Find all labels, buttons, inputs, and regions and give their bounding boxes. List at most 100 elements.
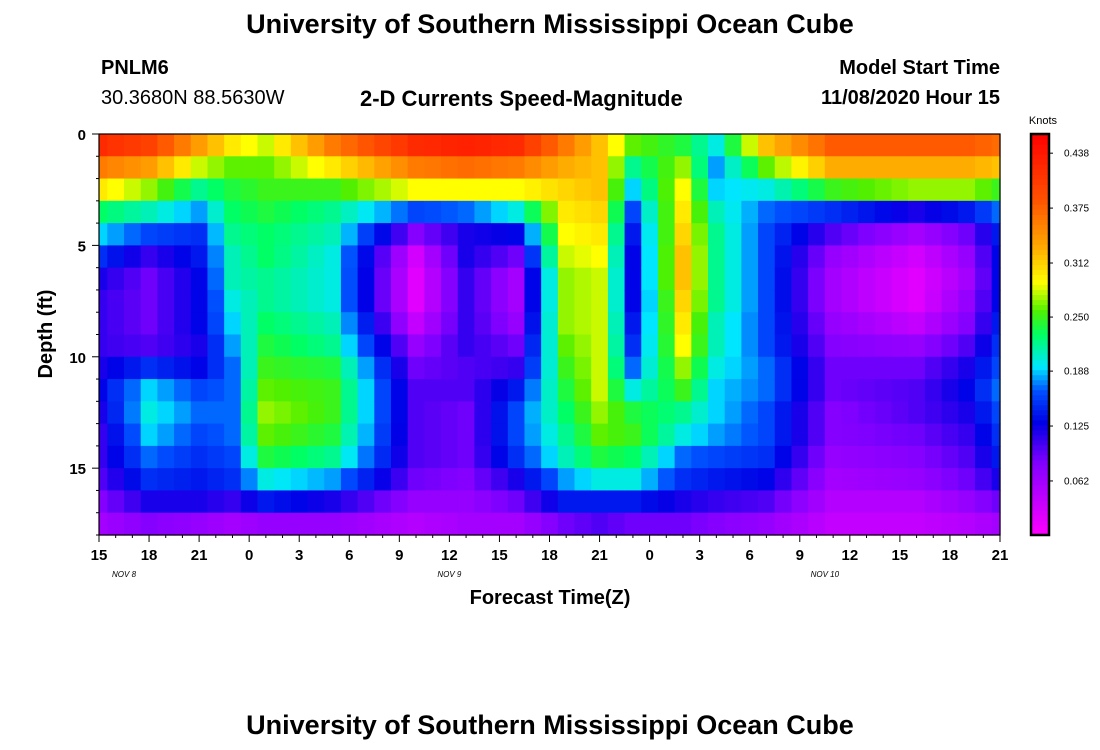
heatmap-cell (257, 267, 275, 291)
heatmap-cell (574, 490, 592, 514)
heatmap-cell (557, 334, 576, 358)
heatmap-cell (374, 468, 392, 492)
colorbar-swatch (1031, 214, 1049, 220)
heatmap-cell (491, 379, 509, 402)
heatmap-cell (624, 267, 642, 291)
heatmap-cell (390, 401, 409, 425)
heatmap-cell (457, 312, 476, 336)
heatmap-cell (841, 512, 859, 536)
heatmap-cell (274, 178, 292, 202)
heatmap-cell (99, 490, 108, 514)
heatmap-cell (274, 312, 292, 336)
heatmap-cell (858, 334, 876, 358)
heatmap-cell (908, 156, 926, 180)
heatmap-cell (157, 490, 175, 514)
heatmap-cell (174, 200, 192, 224)
heatmap-cell (891, 356, 909, 380)
heatmap-cell (941, 401, 959, 425)
heatmap-cell (958, 245, 976, 269)
heatmap-cell (924, 267, 943, 291)
heatmap-cell (507, 334, 526, 358)
heatmap-cell (524, 156, 542, 180)
heatmap-cell (758, 289, 776, 313)
heatmap-cell (974, 267, 993, 291)
heatmap-cell (641, 334, 659, 358)
heatmap-cell (324, 178, 342, 202)
heatmap-cell (841, 178, 859, 202)
heatmap-cell (808, 156, 826, 180)
heatmap-cell (107, 334, 125, 358)
heatmap-cell (441, 289, 459, 313)
heatmap-cell (657, 334, 676, 358)
heatmap-cell (808, 312, 826, 336)
heatmap-cell (307, 401, 325, 425)
heatmap-cell (357, 445, 375, 469)
heatmap-cell (240, 267, 259, 291)
heatmap-cell (591, 134, 609, 157)
heatmap-cell (290, 334, 309, 358)
heatmap-cell (858, 289, 876, 313)
heatmap-cell (591, 468, 609, 492)
heatmap-cell (424, 134, 442, 157)
colorbar-swatch (1031, 134, 1049, 140)
heatmap-cell (274, 468, 292, 492)
x-tick-label: 18 (942, 547, 959, 564)
colorbar-swatch (1031, 464, 1049, 471)
heatmap-cell (224, 200, 242, 224)
heatmap-cell (624, 423, 642, 447)
heatmap-cell (124, 223, 142, 246)
heatmap-cell (507, 423, 526, 447)
heatmap-cell (791, 379, 809, 402)
heatmap-cell (524, 223, 542, 246)
heatmap-cell (557, 156, 576, 180)
heatmap-cell (257, 134, 275, 157)
heatmap-cell (541, 178, 559, 202)
heatmap-cell (340, 379, 359, 402)
heatmap-cell (974, 468, 993, 492)
heatmap-cell (657, 223, 676, 246)
heatmap-cell (307, 334, 325, 358)
heatmap-cell (207, 356, 225, 380)
heatmap-cell (824, 267, 843, 291)
x-tick-label: 3 (295, 547, 303, 564)
heatmap-cell (441, 445, 459, 469)
heatmap-cell (774, 445, 793, 469)
colorbar-swatch (1031, 494, 1049, 501)
colorbar: 0.438 0.375 0.312 0.250 0.188 0.125 0.062 (1029, 132, 1089, 537)
heatmap-cell (357, 379, 375, 402)
heatmap-cell (557, 200, 576, 224)
heatmap-cell (240, 379, 259, 402)
heatmap-cell (474, 468, 492, 492)
heatmap-cell (724, 223, 742, 246)
heatmap-cell (491, 490, 509, 514)
heatmap-cell (774, 490, 793, 514)
heatmap-cell (991, 334, 1001, 358)
heatmap-cell (958, 223, 976, 246)
heatmap-cell (324, 156, 342, 180)
heatmap-cell (874, 200, 893, 224)
heatmap-cell (958, 490, 976, 514)
heatmap-cell (457, 200, 476, 224)
heatmap-cell (924, 289, 943, 313)
heatmap-cell (624, 178, 642, 202)
colorbar-swatch (1031, 474, 1049, 481)
heatmap-cell (257, 245, 275, 269)
heatmap-cell (124, 379, 142, 402)
heatmap-cell (207, 178, 225, 202)
heatmap-cell (157, 445, 175, 469)
heatmap-cell (808, 445, 826, 469)
heatmap-cell (791, 245, 809, 269)
heatmap-cell (908, 356, 926, 380)
heatmap-cell (607, 223, 626, 246)
heatmap-cell (941, 423, 959, 447)
heatmap-cell (491, 178, 509, 202)
heatmap-cell (441, 312, 459, 336)
heatmap-cell (140, 468, 158, 492)
heatmap-cell (891, 401, 909, 425)
heatmap-cell (708, 512, 726, 536)
heatmap-cell (324, 267, 342, 291)
heatmap-cell (307, 490, 325, 514)
heatmap-cell (824, 312, 843, 336)
heatmap-cell (874, 178, 893, 202)
heatmap-cell (991, 401, 1001, 425)
